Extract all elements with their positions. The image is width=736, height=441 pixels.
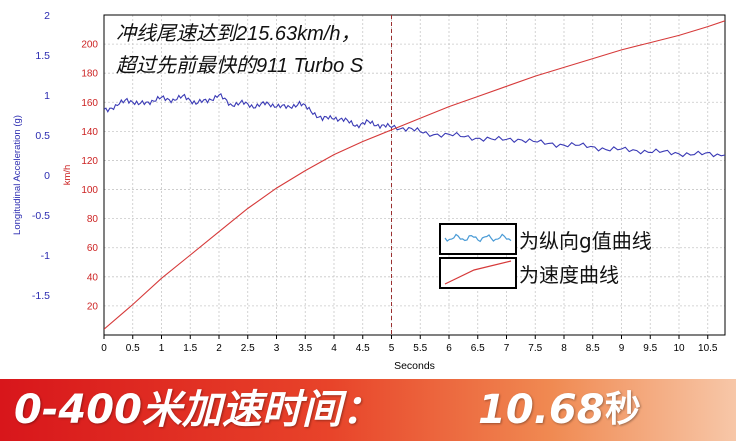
x-tick-label: 7.5 — [528, 343, 542, 354]
left-axis-tick-label: 1 — [44, 90, 50, 102]
x-tick-label: 7 — [504, 343, 510, 354]
left-axis-tick-label: -1 — [41, 250, 50, 262]
x-tick-label: 10 — [673, 343, 685, 354]
right-axis-tick-label: 60 — [87, 243, 99, 254]
plot-frame — [103, 14, 726, 336]
x-tick-label: 3 — [274, 343, 280, 354]
x-axis-title: Seconds — [394, 360, 435, 372]
chart-axes: 0 0.5 1 1.5 2 2.5 3 3.5 4 4.5 5 5.5 6 6.5 7 7.5 8 8.5 9 9.5… — [12, 10, 718, 372]
annotation-line-2: 超过先前最快的911 Turbo S — [116, 55, 364, 77]
x-tick-label: 4.5 — [356, 343, 370, 354]
chart-grid — [103, 15, 725, 335]
legend-swatch-speed — [444, 260, 512, 285]
x-tick-label: 8 — [561, 343, 567, 354]
annotation-line-1: 冲线尾速达到215.63km/h， — [116, 23, 361, 45]
right-axis-tick-label: 20 — [87, 301, 99, 312]
x-tick-label: 2 — [216, 343, 222, 354]
series-layer — [104, 15, 725, 335]
left-axis-tick-label: 0 — [44, 170, 50, 182]
x-tick-label: 9 — [619, 343, 625, 354]
x-tick-label: 0.5 — [126, 343, 140, 354]
right-axis-tick-label: 200 — [81, 40, 98, 51]
legend-label-g: 为纵向g值曲线 — [519, 229, 652, 253]
x-tick-label: 1.5 — [183, 343, 197, 354]
x-tick-label: 0 — [101, 343, 107, 354]
legend-swatch-g — [444, 233, 512, 243]
right-axis-tick-label: 40 — [87, 272, 99, 283]
left-axis-title: Longitudinal Acceleration (g) — [12, 115, 23, 235]
left-axis-tick-label: 1.5 — [35, 50, 50, 62]
x-tick-label: 10.5 — [698, 343, 718, 354]
legend-label-speed: 为速度曲线 — [519, 263, 619, 287]
x-tick-label: 6.5 — [471, 343, 485, 354]
right-axis-tick-label: 180 — [81, 69, 98, 80]
banner-time-value: 10.68 — [478, 387, 605, 433]
left-axis-tick-label: 0.5 — [35, 130, 50, 142]
series-line-speed — [104, 20, 725, 330]
x-tick-label: 4 — [331, 343, 337, 354]
result-banner: 0-400米加速时间： 10.68 秒 — [0, 379, 736, 441]
right-axis-tick-label: 140 — [81, 127, 98, 138]
right-axis-title: km/h — [62, 165, 73, 186]
x-tick-label: 8.5 — [586, 343, 600, 354]
left-axis-tick-label: -0.5 — [32, 210, 50, 222]
left-axis-tick-label: -1.5 — [32, 290, 50, 302]
x-tick-label: 3.5 — [298, 343, 312, 354]
right-axis-tick-label: 160 — [81, 98, 98, 109]
banner-time-unit: 秒 — [605, 389, 642, 430]
x-tick-label: 5 — [389, 343, 395, 354]
chart-legend: 为纵向g值曲线 为速度曲线 — [439, 223, 652, 289]
banner-title: 0-400米加速时间： — [14, 387, 382, 433]
x-tick-label: 9.5 — [643, 343, 657, 354]
right-axis-tick-label: 80 — [87, 214, 99, 225]
x-tick-label: 2.5 — [241, 343, 255, 354]
right-axis-tick-label: 100 — [81, 185, 98, 196]
acceleration-chart: 0 0.5 1 1.5 2 2.5 3 3.5 4 4.5 5 5.5 6 6.5 7 7.5 8 8.5 9 9.5… — [12, 10, 726, 372]
x-tick-label: 6 — [446, 343, 452, 354]
right-axis-tick-label: 120 — [81, 156, 98, 167]
left-axis-tick-label: 2 — [44, 10, 50, 22]
x-tick-label: 5.5 — [413, 343, 427, 354]
series-line-g — [104, 92, 725, 158]
x-tick-label: 1 — [159, 343, 165, 354]
